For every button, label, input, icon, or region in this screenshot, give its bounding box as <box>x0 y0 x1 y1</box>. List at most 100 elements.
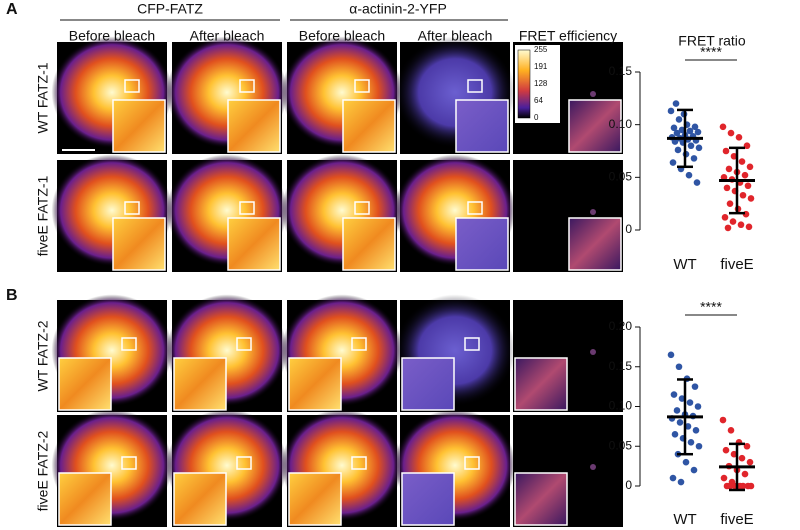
data-point <box>671 431 679 438</box>
inset <box>173 472 227 526</box>
data-point <box>720 174 728 181</box>
y-tick-label: 0.15 <box>609 359 633 373</box>
row-label: WT FATZ-2 <box>35 320 51 391</box>
roi <box>467 79 483 93</box>
data-point <box>695 442 703 450</box>
inset <box>227 99 281 153</box>
x-category-label: fiveE <box>720 511 753 528</box>
row-label: WT FATZ-1 <box>35 62 51 133</box>
data-point <box>719 416 727 424</box>
cell-dot <box>590 349 596 355</box>
data-point <box>747 195 755 202</box>
cell-dot <box>590 464 596 470</box>
y-tick-label: 0.05 <box>609 438 633 452</box>
row-label: fiveE FATZ-2 <box>35 430 51 511</box>
inset <box>455 217 509 271</box>
data-point <box>673 407 681 414</box>
roi <box>351 337 367 351</box>
roi <box>239 79 255 93</box>
y-tick-label: 0 <box>625 478 632 492</box>
colorbar-label: 128 <box>534 79 548 88</box>
data-point <box>726 482 734 490</box>
data-point <box>675 363 683 371</box>
data-point <box>686 127 694 135</box>
x-category-label: fiveE <box>720 256 753 273</box>
data-point <box>675 116 683 123</box>
data-point <box>687 142 695 150</box>
column-label: Before bleach <box>69 28 155 44</box>
data-point <box>724 224 732 232</box>
y-tick-label: 0.20 <box>609 319 633 333</box>
roi <box>464 337 480 351</box>
data-point <box>730 152 738 160</box>
roi <box>354 79 370 93</box>
data-point <box>674 146 682 154</box>
data-point <box>670 391 678 398</box>
image-grid <box>51 36 623 527</box>
data-point <box>686 399 694 406</box>
data-point <box>739 482 747 490</box>
data-point <box>691 383 699 390</box>
colorbar-label: 64 <box>534 96 543 105</box>
data-point <box>738 454 746 462</box>
data-point <box>737 221 745 229</box>
roi <box>124 201 140 215</box>
y-tick-label: 0.10 <box>609 117 633 131</box>
x-category-label: WT <box>673 511 696 528</box>
inset <box>401 472 455 526</box>
data-point <box>682 458 690 466</box>
roi <box>121 456 137 470</box>
data-point <box>739 191 747 199</box>
inset <box>568 217 622 271</box>
column-label: Before bleach <box>299 28 385 44</box>
inset <box>514 357 568 411</box>
data-point <box>687 438 695 446</box>
roi <box>121 337 137 351</box>
inset <box>58 472 112 526</box>
data-point <box>693 179 701 186</box>
data-point <box>690 466 698 474</box>
data-point <box>745 223 753 231</box>
inset <box>288 472 342 526</box>
data-point <box>746 163 754 171</box>
roi <box>464 456 480 470</box>
data-point <box>723 184 731 192</box>
colorbar-label: 255 <box>534 45 548 54</box>
data-point <box>743 442 751 450</box>
column-group-label: α-actinin-2-YFP <box>349 1 447 17</box>
data-point <box>727 427 735 434</box>
data-point <box>669 474 677 482</box>
data-point <box>746 458 754 466</box>
data-point <box>722 446 730 454</box>
data-point <box>747 482 755 490</box>
data-point <box>690 155 698 162</box>
data-point <box>738 158 746 165</box>
roi <box>236 456 252 470</box>
inset <box>514 472 568 526</box>
data-point <box>729 218 737 225</box>
data-point <box>694 128 702 136</box>
significance: **** <box>700 299 722 315</box>
data-point <box>692 427 700 434</box>
data-point <box>676 419 684 426</box>
data-point <box>744 182 752 190</box>
y-tick-label: 0 <box>625 222 632 236</box>
roi <box>351 456 367 470</box>
data-point <box>721 214 729 221</box>
data-point <box>685 171 693 179</box>
panel-letter: A <box>6 1 18 18</box>
y-tick-label: 0.10 <box>609 399 633 413</box>
data-point <box>667 351 675 359</box>
data-point <box>667 107 675 115</box>
column-label: After bleach <box>418 28 493 44</box>
y-tick-label: 0.05 <box>609 170 633 184</box>
data-point <box>741 470 749 478</box>
column-group-label: CFP-FATZ <box>137 1 203 17</box>
roi <box>239 201 255 215</box>
inset <box>342 99 396 153</box>
significance: **** <box>700 44 722 60</box>
colorbar <box>517 49 531 119</box>
inset <box>342 217 396 271</box>
data-point <box>727 129 735 137</box>
